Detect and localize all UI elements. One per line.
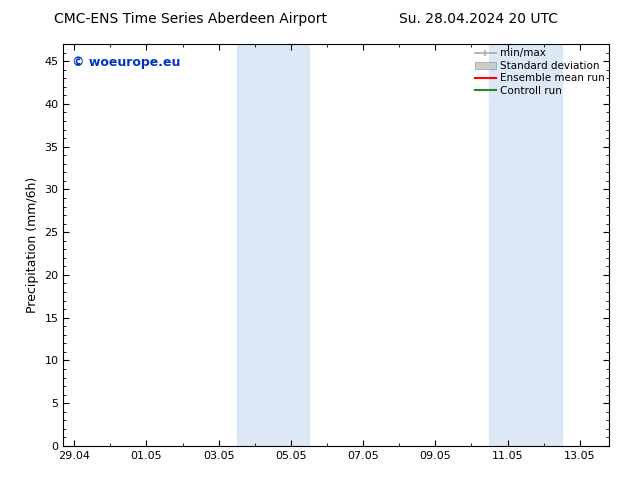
Text: CMC-ENS Time Series Aberdeen Airport: CMC-ENS Time Series Aberdeen Airport xyxy=(54,12,327,26)
Bar xyxy=(236,44,309,446)
Legend: min/max, Standard deviation, Ensemble mean run, Controll run: min/max, Standard deviation, Ensemble me… xyxy=(472,46,607,98)
Bar xyxy=(489,44,562,446)
Text: © woeurope.eu: © woeurope.eu xyxy=(72,56,180,69)
Y-axis label: Precipitation (mm/6h): Precipitation (mm/6h) xyxy=(26,177,39,313)
Text: Su. 28.04.2024 20 UTC: Su. 28.04.2024 20 UTC xyxy=(399,12,558,26)
